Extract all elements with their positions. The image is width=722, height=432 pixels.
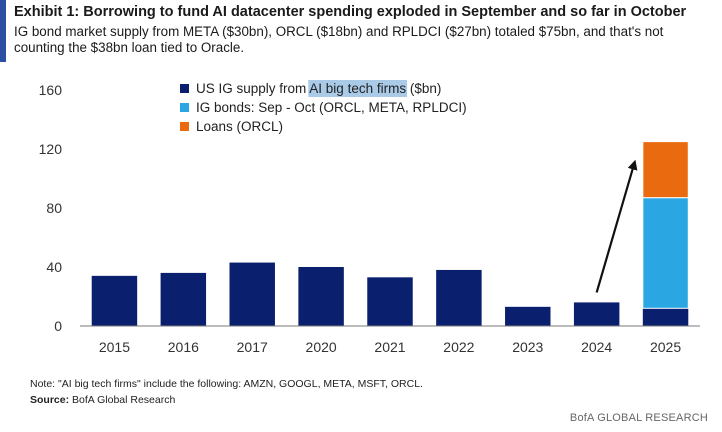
bar-2017-series-0 — [229, 262, 275, 326]
bar-2024-series-0 — [573, 302, 620, 326]
bar-2025-series-2 — [642, 141, 689, 199]
bar-2023-series-0 — [505, 306, 551, 326]
x-tick-label-2015: 2015 — [99, 339, 130, 355]
bar-2016-series-0 — [160, 272, 207, 326]
chart-note: Note: "AI big tech firms" include the fo… — [30, 378, 423, 390]
bar-2021-series-0 — [367, 277, 413, 326]
y-tick-label-80: 80 — [46, 200, 62, 216]
legend-label-2: Loans (ORCL) — [196, 119, 283, 134]
bars-group — [91, 141, 689, 326]
x-axis: 2015 2016 2017 2020 2021 2022 2023 2024 2025 — [80, 325, 700, 355]
y-axis: 0 40 80 120 160 — [39, 82, 63, 334]
chart-source: Source: BofA Global Research — [30, 394, 175, 406]
bar-2022-series-0 — [436, 269, 482, 326]
legend-highlight — [308, 80, 408, 97]
y-tick-label-40: 40 — [46, 259, 62, 275]
y-tick-label-0: 0 — [54, 318, 62, 334]
x-tick-label-2022: 2022 — [443, 339, 474, 355]
x-tick-label-2021: 2021 — [374, 339, 405, 355]
x-tick-label-2024: 2024 — [581, 339, 612, 355]
source-label: Source: — [30, 394, 70, 406]
legend-swatch-2 — [180, 122, 189, 131]
legend: US IG supply from AI big tech firms ($bn… — [180, 80, 467, 134]
legend-swatch-1 — [180, 103, 189, 112]
bar-2015-series-0 — [91, 275, 138, 326]
x-tick-label-2020: 2020 — [306, 339, 337, 355]
y-tick-label-120: 120 — [39, 141, 63, 157]
y-tick-label-160: 160 — [39, 82, 63, 98]
bar-chart: 0 40 80 120 160 2015 2016 2017 2020 2021 2022 2023… — [39, 80, 700, 355]
legend-label-1: IG bonds: Sep - Oct (ORCL, META, RPLDCI) — [196, 100, 467, 115]
x-tick-label-2017: 2017 — [237, 339, 268, 355]
exhibit-title: Exhibit 1: Borrowing to fund AI datacent… — [14, 4, 687, 20]
legend-swatch-0 — [180, 84, 189, 93]
bar-2020-series-0 — [298, 267, 344, 326]
x-tick-label-2023: 2023 — [512, 339, 543, 355]
brand-footer: BofA GLOBAL RESEARCH — [569, 412, 708, 424]
legend-label-0: US IG supply from AI big tech firms ($bn… — [196, 81, 441, 96]
x-tick-label-2016: 2016 — [168, 339, 199, 355]
accent-bar — [0, 0, 6, 62]
x-tick-label-2025: 2025 — [650, 339, 681, 355]
bar-2025-series-1 — [642, 197, 689, 309]
exhibit-subtitle: IG bond market supply from META ($30bn),… — [14, 24, 664, 55]
source-text: BofA Global Research — [69, 394, 176, 406]
bar-2025-series-0 — [642, 308, 689, 326]
trend-arrow — [595, 159, 638, 293]
